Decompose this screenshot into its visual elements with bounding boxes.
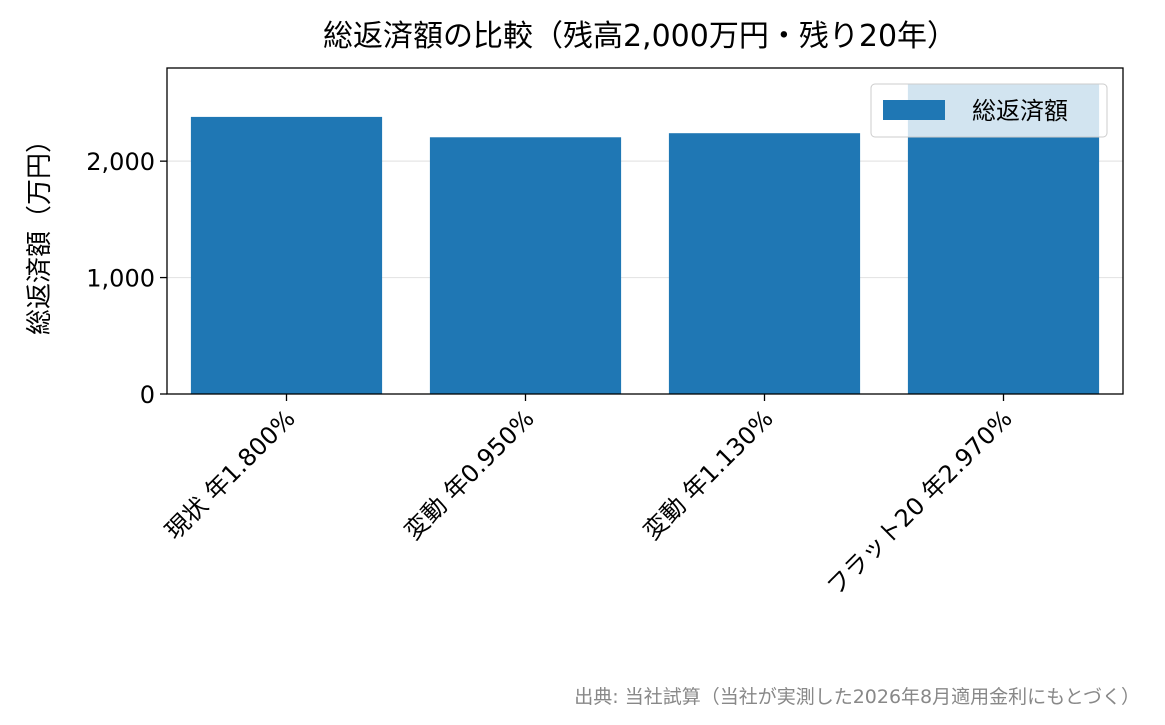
x-tick-label: 変動 年1.130% [638, 404, 779, 545]
x-axis: 現状 年1.800% 変動 年0.950% 変動 年1.130% フラット20 年2.… [160, 394, 1018, 601]
bar [668, 133, 861, 394]
x-tick-label: フラット20 年2.970% [821, 404, 1017, 600]
x-tick-label: 現状 年1.800% [160, 404, 301, 545]
legend-label: 総返済額 [972, 97, 1068, 125]
y-axis-label: 総返済額（万円） [25, 127, 55, 335]
x-tick-label: 変動 年0.950% [399, 404, 540, 545]
bar [429, 137, 622, 394]
legend-swatch [883, 100, 945, 120]
plot-frame [166, 67, 1124, 395]
y-tick-label: 0 [140, 381, 155, 409]
legend: 総返済額 [870, 83, 1108, 138]
legend-frame [870, 83, 1108, 138]
bar [190, 116, 383, 395]
chart-title: 総返済額の比較（残高2,000万円・残り20年） [323, 19, 957, 54]
y-tick-label: 1,000 [86, 265, 155, 293]
y-axis: 0 1,000 2,000 [86, 148, 167, 409]
source-note: 出典: 当社試算（当社が実測した2026年8月適用金利にもとづく） [574, 686, 1140, 708]
y-tick-label: 2,000 [86, 148, 155, 176]
